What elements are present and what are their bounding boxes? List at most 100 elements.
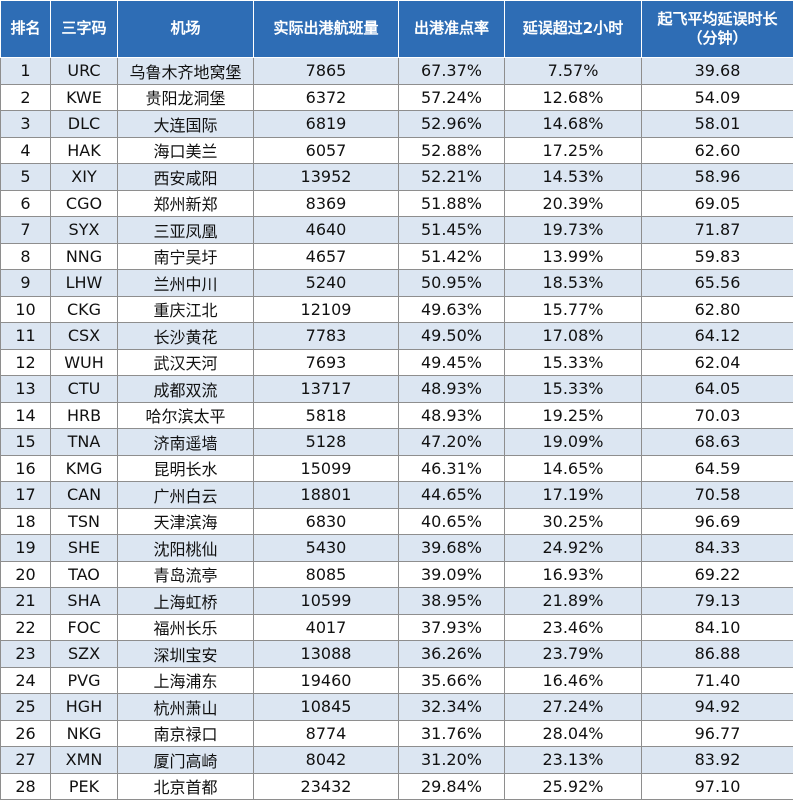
cell-code: XMN [50,746,118,774]
cell-rank: 7 [0,216,51,244]
cell-avg-delay: 84.33 [641,534,793,562]
cell-avg-delay: 83.92 [641,746,793,774]
cell-rank: 22 [0,613,51,641]
cell-delay-over-2h: 20.39% [504,189,642,217]
cell-rank: 10 [0,295,51,323]
cell-airport: 海口美兰 [117,136,254,164]
cell-rank: 26 [0,719,51,747]
cell-code: CAN [50,481,118,509]
cell-delay-over-2h: 23.46% [504,613,642,641]
cell-delay-over-2h: 28.04% [504,719,642,747]
cell-ontime-rate: 38.95% [398,587,505,615]
cell-ontime-rate: 52.88% [398,136,505,164]
cell-flights: 5818 [253,401,399,429]
header-avg-delay: 起飞平均延误时长 （分钟） [641,0,793,58]
cell-rank: 6 [0,189,51,217]
cell-delay-over-2h: 15.33% [504,348,642,376]
header-avg-delay-title: 起飞平均延误时长 [657,9,778,28]
cell-delay-over-2h: 19.25% [504,401,642,429]
cell-flights: 5240 [253,269,399,297]
header-row: 排名 三字码 机场 实际出港航班量 出港准点率 延误超过2小时 起飞平均延误时长… [0,0,793,58]
table-row: 4 HAK 海口美兰 6057 52.88% 17.25% 62.60 [0,136,793,164]
cell-ontime-rate: 49.50% [398,322,505,350]
cell-flights: 13088 [253,640,399,668]
cell-airport: 贵阳龙洞堡 [117,83,254,111]
table-row: 25 HGH 杭州萧山 10845 32.34% 27.24% 94.92 [0,693,793,721]
cell-airport: 青岛流亭 [117,560,254,588]
cell-code: SYX [50,216,118,244]
cell-delay-over-2h: 15.77% [504,295,642,323]
cell-delay-over-2h: 13.99% [504,242,642,270]
cell-code: FOC [50,613,118,641]
table-row: 9 LHW 兰州中川 5240 50.95% 18.53% 65.56 [0,269,793,297]
cell-airport: 南京禄口 [117,719,254,747]
cell-avg-delay: 59.83 [641,242,793,270]
cell-rank: 17 [0,481,51,509]
table-row: 13 CTU 成都双流 13717 48.93% 15.33% 64.05 [0,375,793,403]
table-row: 5 XIY 西安咸阳 13952 52.21% 14.53% 58.96 [0,163,793,191]
cell-code: PEK [50,772,118,800]
cell-ontime-rate: 35.66% [398,666,505,694]
table-row: 12 WUH 武汉天河 7693 49.45% 15.33% 62.04 [0,348,793,376]
cell-code: CGO [50,189,118,217]
cell-ontime-rate: 36.26% [398,640,505,668]
cell-avg-delay: 68.63 [641,428,793,456]
cell-ontime-rate: 37.93% [398,613,505,641]
cell-flights: 7783 [253,322,399,350]
table-header: 排名 三字码 机场 实际出港航班量 出港准点率 延误超过2小时 起飞平均延误时长… [0,0,793,58]
cell-avg-delay: 71.87 [641,216,793,244]
cell-ontime-rate: 29.84% [398,772,505,800]
table-row: 20 TAO 青岛流亭 8085 39.09% 16.93% 69.22 [0,560,793,588]
header-code: 三字码 [50,0,118,58]
cell-flights: 13717 [253,375,399,403]
cell-airport: 西安咸阳 [117,163,254,191]
cell-code: HGH [50,693,118,721]
cell-avg-delay: 70.03 [641,401,793,429]
cell-rank: 28 [0,772,51,800]
cell-flights: 6830 [253,507,399,535]
cell-delay-over-2h: 19.73% [504,216,642,244]
cell-airport: 北京首都 [117,772,254,800]
cell-code: SZX [50,640,118,668]
cell-ontime-rate: 47.20% [398,428,505,456]
cell-airport: 杭州萧山 [117,693,254,721]
cell-avg-delay: 54.09 [641,83,793,111]
cell-delay-over-2h: 27.24% [504,693,642,721]
cell-ontime-rate: 39.68% [398,534,505,562]
cell-avg-delay: 84.10 [641,613,793,641]
header-ontime-rate: 出港准点率 [398,0,505,58]
table-row: 17 CAN 广州白云 18801 44.65% 17.19% 70.58 [0,481,793,509]
cell-avg-delay: 96.77 [641,719,793,747]
cell-avg-delay: 65.56 [641,269,793,297]
cell-delay-over-2h: 24.92% [504,534,642,562]
cell-code: CKG [50,295,118,323]
cell-ontime-rate: 50.95% [398,269,505,297]
cell-airport: 上海浦东 [117,666,254,694]
cell-avg-delay: 69.22 [641,560,793,588]
cell-ontime-rate: 46.31% [398,454,505,482]
cell-flights: 6057 [253,136,399,164]
cell-ontime-rate: 49.63% [398,295,505,323]
cell-airport: 南宁吴圩 [117,242,254,270]
cell-airport: 长沙黄花 [117,322,254,350]
cell-airport: 成都双流 [117,375,254,403]
cell-avg-delay: 62.80 [641,295,793,323]
cell-rank: 1 [0,57,51,85]
cell-ontime-rate: 48.93% [398,401,505,429]
cell-rank: 14 [0,401,51,429]
cell-rank: 5 [0,163,51,191]
cell-flights: 19460 [253,666,399,694]
cell-ontime-rate: 49.45% [398,348,505,376]
cell-airport: 上海虹桥 [117,587,254,615]
table-row: 10 CKG 重庆江北 12109 49.63% 15.77% 62.80 [0,295,793,323]
cell-flights: 4017 [253,613,399,641]
cell-code: PVG [50,666,118,694]
cell-rank: 19 [0,534,51,562]
cell-delay-over-2h: 21.89% [504,587,642,615]
cell-ontime-rate: 51.88% [398,189,505,217]
cell-airport: 哈尔滨太平 [117,401,254,429]
table-row: 11 CSX 长沙黄花 7783 49.50% 17.08% 64.12 [0,322,793,350]
header-delay-over-2h: 延误超过2小时 [504,0,642,58]
cell-flights: 15099 [253,454,399,482]
